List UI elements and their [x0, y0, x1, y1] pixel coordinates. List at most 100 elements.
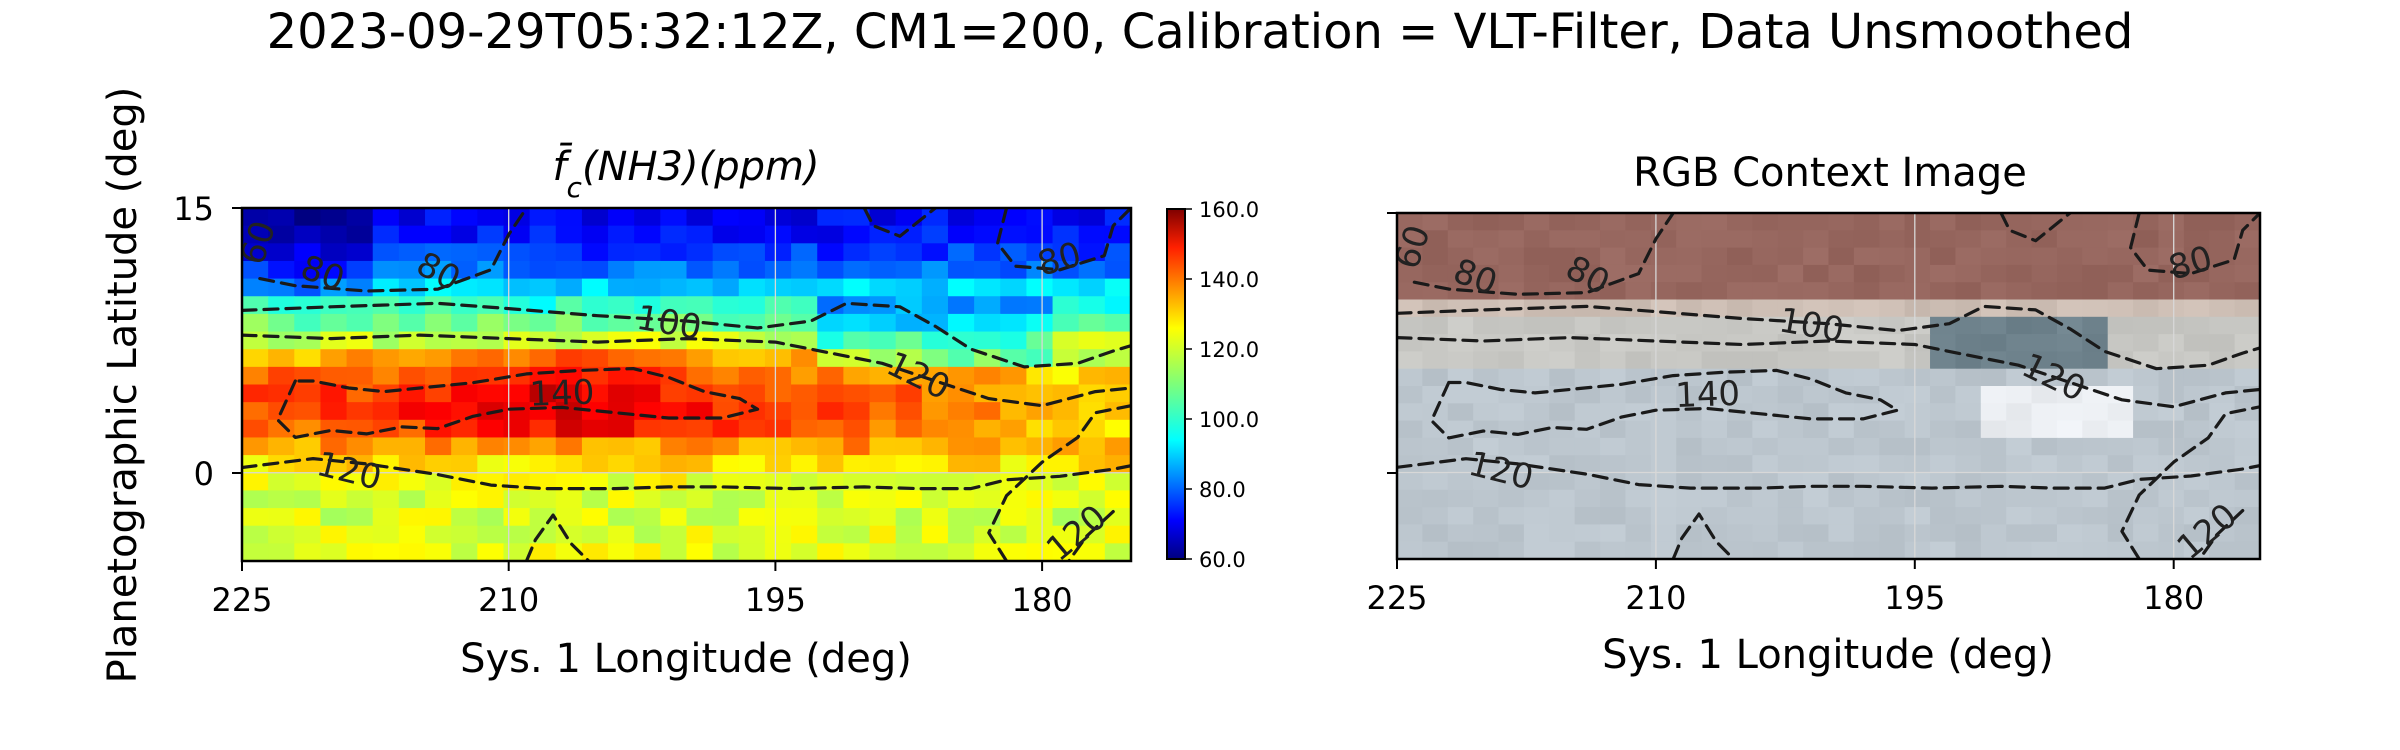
image-cell — [2183, 420, 2210, 439]
heatmap-cell — [346, 225, 374, 244]
image-cell — [2234, 541, 2260, 559]
heatmap-cell — [477, 525, 505, 544]
image-cell — [1904, 472, 1931, 491]
heatmap-cell — [372, 508, 400, 527]
heatmap-cell — [843, 366, 871, 386]
image-cell — [1473, 316, 1500, 335]
image-cell — [1777, 437, 1804, 456]
image-cell — [1397, 230, 1423, 249]
image-cell — [2107, 524, 2134, 543]
heatmap-cell — [817, 313, 844, 333]
heatmap-cell — [738, 490, 766, 509]
heatmap-cell — [974, 472, 1001, 491]
heatmap-cell — [268, 472, 295, 491]
image-cell — [1726, 299, 1753, 318]
image-cell — [2183, 403, 2210, 422]
heatmap-cell — [1078, 313, 1106, 333]
heatmap-cell — [242, 243, 269, 262]
heatmap-cell — [843, 208, 871, 227]
heatmap-cell — [764, 508, 792, 527]
heatmap-cell — [346, 472, 374, 491]
image-cell — [2183, 247, 2210, 266]
image-cell — [2082, 351, 2109, 370]
image-cell — [1752, 455, 1779, 474]
heatmap-cell — [529, 243, 557, 262]
heatmap-cell — [581, 260, 609, 280]
image-cell — [1853, 368, 1880, 387]
heatmap-cell — [686, 313, 714, 333]
heatmap-cell — [1000, 455, 1028, 474]
heatmap-cell — [398, 208, 426, 227]
heatmap-cell — [425, 243, 452, 262]
heatmap-cell — [294, 508, 322, 527]
heatmap-cell — [791, 225, 818, 244]
heatmap-cell — [686, 437, 714, 456]
heatmap-cell — [242, 543, 269, 561]
heatmap-cell — [686, 349, 714, 368]
heatmap-cell — [503, 490, 531, 509]
heatmap-cell — [791, 243, 818, 262]
heatmap-cell — [529, 349, 557, 368]
image-cell — [1980, 368, 2007, 387]
heatmap-cell — [686, 402, 714, 421]
heatmap-cell — [320, 331, 348, 350]
image-cell — [1726, 420, 1753, 439]
heatmap-cell — [921, 402, 949, 421]
heatmap-cell — [294, 208, 322, 227]
heatmap-cell — [320, 472, 348, 491]
contour-line — [1397, 336, 2260, 409]
image-cell — [1650, 507, 1677, 525]
image-cell — [1980, 213, 2007, 231]
heatmap-cell — [268, 208, 295, 227]
heatmap-cell — [1078, 243, 1106, 262]
image-cell — [1853, 351, 1880, 370]
image-cell — [1676, 541, 1703, 559]
heatmap-cell — [660, 225, 688, 244]
image-cell — [1955, 334, 1982, 352]
heatmap-cell — [974, 525, 1001, 544]
heatmap-cell — [869, 208, 897, 227]
heatmap-cell — [451, 508, 478, 527]
heatmap-cell — [895, 260, 923, 280]
xtick-label: 210 — [478, 581, 539, 619]
image-cell — [2056, 334, 2083, 352]
heatmap-cell — [869, 508, 897, 527]
heatmap-cell — [1078, 508, 1106, 527]
heatmap-cell — [738, 278, 766, 297]
heatmap-cell — [608, 490, 635, 509]
image-cell — [1930, 455, 1957, 474]
image-cell — [1676, 472, 1703, 491]
image-cell — [1904, 386, 1931, 404]
image-cell — [1473, 386, 1500, 404]
image-cell — [2183, 334, 2210, 352]
image-cell — [1676, 420, 1703, 439]
image-cell — [1422, 386, 1449, 404]
heatmap-cell — [738, 208, 766, 227]
image-cell — [2082, 455, 2109, 474]
image-cell — [2082, 420, 2109, 439]
heatmap-cell — [320, 402, 348, 421]
heatmap-cell — [555, 419, 583, 439]
heatmap-cell — [608, 384, 635, 403]
image-cell — [1828, 386, 1855, 404]
image-cell — [1549, 368, 1576, 387]
image-cell — [1930, 437, 1957, 456]
heatmap-cell — [738, 384, 766, 403]
heatmap-cell — [1078, 525, 1106, 544]
image-cell — [2133, 524, 2160, 543]
image-cell — [1726, 316, 1753, 335]
image-cell — [2031, 524, 2058, 543]
image-cell — [2107, 316, 2134, 335]
heatmap-cell — [895, 278, 923, 297]
image-cell — [2107, 282, 2134, 301]
image-cell — [1549, 437, 1576, 456]
image-cell — [1980, 455, 2007, 474]
heatmap-cell — [686, 508, 714, 527]
image-cell — [1549, 230, 1576, 249]
heatmap-cell — [686, 419, 714, 439]
heatmap-cell — [451, 543, 478, 561]
heatmap-cell — [555, 313, 583, 333]
image-cell — [2031, 386, 2058, 404]
heatmap-cell — [242, 490, 269, 509]
image-cell — [1955, 507, 1982, 525]
